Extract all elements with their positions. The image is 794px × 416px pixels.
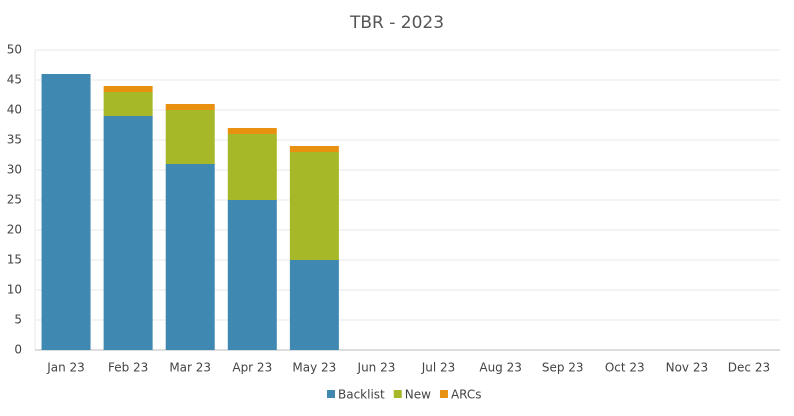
y-tick-label: 10: [7, 283, 22, 297]
chart-title: TBR - 2023: [349, 13, 444, 33]
x-tick-label: Apr 23: [232, 361, 272, 375]
bar-segment: [103, 92, 153, 116]
bar-segment: [227, 128, 277, 134]
x-tick-label: Jul 23: [421, 361, 456, 375]
x-tick-label: Jan 23: [46, 361, 85, 375]
legend-label: Backlist: [338, 388, 385, 402]
y-tick-label: 20: [7, 223, 22, 237]
bar-segment: [165, 104, 215, 110]
bar-segment: [289, 152, 339, 260]
x-tick-label: Sep 23: [542, 361, 584, 375]
legend-swatch: [439, 390, 448, 398]
bar-segment: [41, 74, 91, 350]
x-tick-label: Mar 23: [169, 361, 211, 375]
x-tick-label: May 23: [292, 361, 336, 375]
x-tick-label: Nov 23: [666, 361, 709, 375]
x-tick-label: Aug 23: [479, 361, 522, 375]
y-tick-label: 30: [7, 163, 22, 177]
legend-label: ARCs: [451, 388, 482, 402]
legend-swatch: [393, 390, 402, 398]
legend-swatch: [327, 390, 335, 398]
bar-segment: [165, 164, 215, 350]
bar-segment: [165, 110, 215, 164]
y-tick-label: 35: [7, 133, 22, 147]
bar-segment: [103, 116, 153, 350]
bar-segment: [289, 260, 339, 350]
y-tick-label: 40: [7, 103, 22, 117]
y-tick-label: 25: [7, 193, 22, 207]
bar-segment: [103, 86, 153, 92]
bar-segment: [227, 134, 277, 200]
bar-segment: [227, 200, 277, 350]
x-tick-label: Dec 23: [728, 361, 770, 375]
y-tick-label: 45: [7, 73, 22, 87]
bar-segment: [289, 146, 339, 152]
y-tick-label: 15: [7, 253, 22, 267]
y-tick-label: 50: [7, 43, 22, 57]
y-tick-label: 0: [14, 343, 22, 357]
x-tick-label: Feb 23: [108, 361, 148, 375]
x-tick-label: Jun 23: [357, 361, 396, 375]
y-tick-label: 5: [14, 313, 22, 327]
legend-label: New: [405, 388, 431, 402]
x-tick-label: Oct 23: [605, 361, 645, 375]
